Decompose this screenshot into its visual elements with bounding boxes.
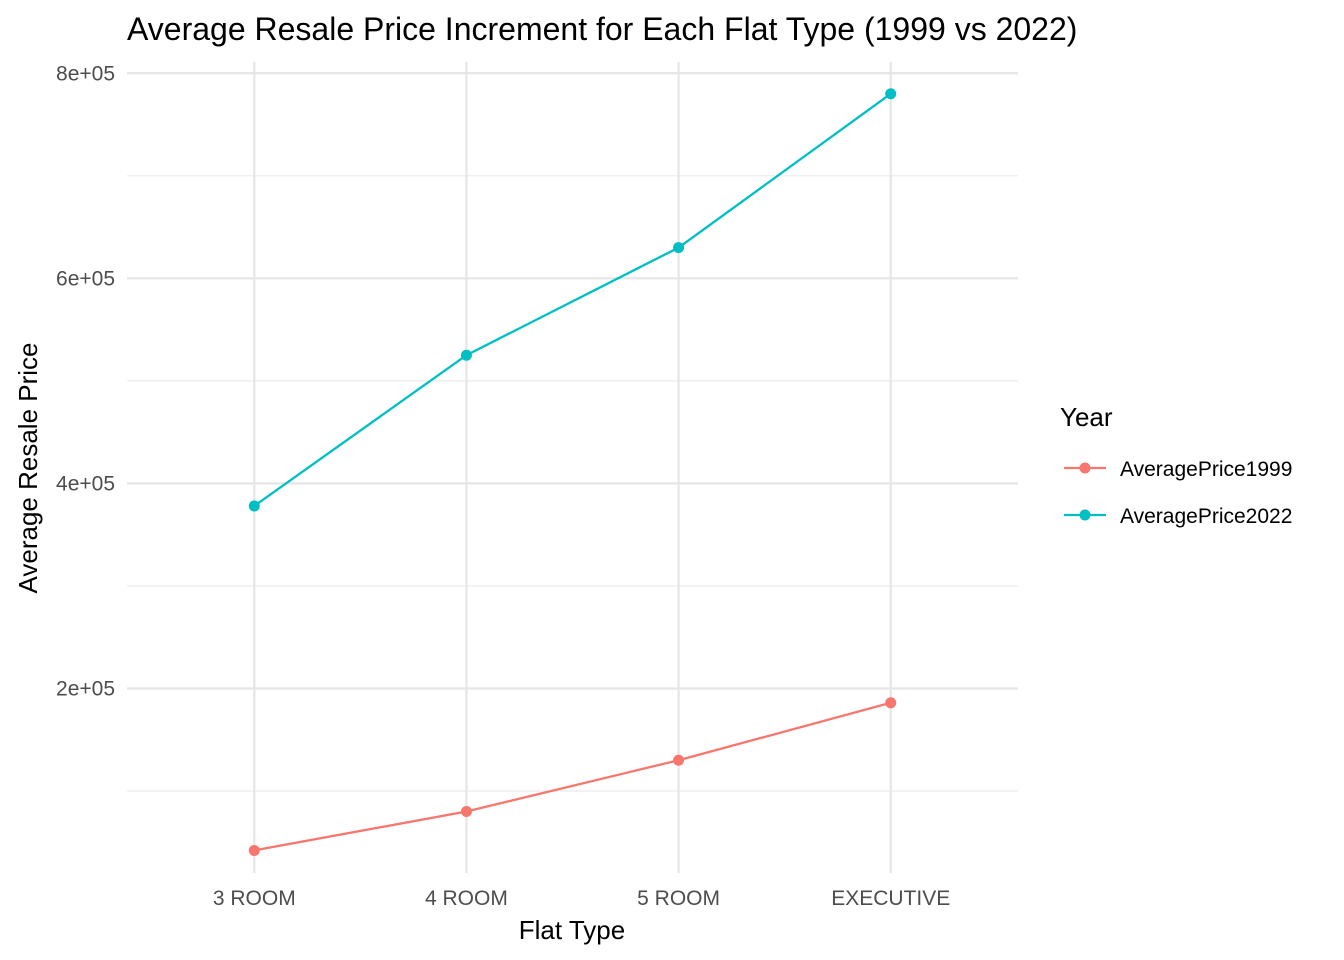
y-axis-tick-labels: 2e+05 4e+05 6e+05 8e+05	[56, 62, 115, 700]
x-tick-label: 4 ROOM	[425, 887, 508, 910]
data-point	[460, 349, 472, 361]
legend: Year AveragePrice1999 AveragePrice2022	[1060, 402, 1292, 528]
y-axis-title: Average Resale Price	[13, 343, 43, 594]
data-point	[885, 697, 897, 709]
legend-label: AveragePrice1999	[1120, 458, 1292, 481]
data-point	[673, 754, 685, 766]
y-tick-label: 4e+05	[56, 472, 115, 495]
minor-gridlines	[127, 175, 1018, 792]
data-point	[248, 500, 260, 512]
x-tick-label: EXECUTIVE	[831, 887, 950, 910]
x-axis-tick-labels: 3 ROOM 4 ROOM 5 ROOM EXECUTIVE	[213, 887, 950, 910]
series-line	[253, 92, 892, 507]
legend-items: AveragePrice1999 AveragePrice2022	[1064, 458, 1292, 528]
data-point	[460, 805, 472, 817]
major-gridlines	[127, 62, 1018, 873]
x-axis-title: Flat Type	[519, 915, 625, 945]
series-line	[254, 701, 892, 852]
x-tick-label: 5 ROOM	[637, 887, 720, 910]
data-point	[673, 242, 685, 254]
y-tick-label: 6e+05	[56, 267, 115, 290]
data-point	[885, 88, 897, 100]
y-tick-label: 2e+05	[56, 677, 115, 700]
legend-key-point	[1079, 509, 1091, 521]
legend-title: Year	[1060, 402, 1113, 432]
x-tick-label: 3 ROOM	[213, 887, 296, 910]
legend-key-point	[1079, 462, 1091, 474]
legend-label: AveragePrice2022	[1120, 505, 1292, 528]
chart-title: Average Resale Price Increment for Each …	[127, 11, 1077, 47]
data-point	[248, 844, 260, 856]
y-tick-label: 8e+05	[56, 62, 115, 85]
series-layer	[248, 88, 897, 856]
